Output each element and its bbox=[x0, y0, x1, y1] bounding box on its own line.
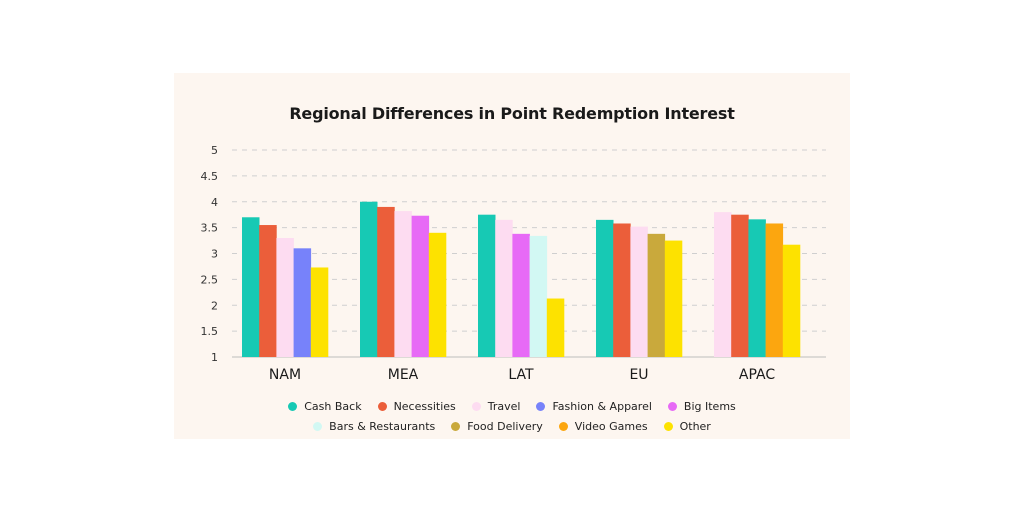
legend-label: Other bbox=[679, 419, 711, 433]
legend-label: Food Delivery bbox=[467, 419, 543, 433]
x-category-label: APAC bbox=[739, 367, 775, 383]
legend-item: Cash Back bbox=[288, 399, 362, 413]
y-tick-label: 1.5 bbox=[201, 325, 219, 338]
legend-label: Big Items bbox=[683, 399, 736, 413]
legend-label: Video Games bbox=[574, 419, 648, 433]
legend-swatch bbox=[377, 401, 387, 411]
bar-nam-travel bbox=[276, 237, 294, 357]
legend-item: Bars & Restaurants bbox=[313, 420, 435, 433]
bar-lat-big-items bbox=[512, 233, 530, 357]
y-tick-label: 2 bbox=[211, 299, 218, 312]
legend-row: Cash Back Necessities Travel Fashion & Appa… bbox=[174, 396, 850, 416]
legend-item: Food Delivery bbox=[451, 420, 543, 433]
legend-swatch bbox=[471, 401, 481, 411]
legend-swatch bbox=[558, 421, 568, 431]
legend-swatch bbox=[451, 421, 461, 431]
bar-nam-other bbox=[310, 267, 329, 357]
bar-mea-big-items bbox=[411, 215, 430, 357]
bar-nam-fashion-apparel bbox=[293, 248, 312, 357]
legend-label: Travel bbox=[487, 399, 521, 413]
bar-apac-cash-back bbox=[748, 219, 766, 357]
chart-legend: Cash Back Necessities Travel Fashion & Appa… bbox=[174, 396, 850, 436]
legend-item: Video Games bbox=[558, 419, 648, 433]
bar-apac-necessities bbox=[731, 214, 749, 357]
bar-eu-food-delivery bbox=[647, 233, 666, 357]
legend-row: Bars & Restaurants Food Delivery Video Gam… bbox=[174, 416, 850, 436]
y-tick-label: 1 bbox=[211, 351, 218, 364]
y-tick-label: 3 bbox=[211, 248, 218, 261]
bar-eu-necessities bbox=[613, 223, 631, 357]
bar-mea-other bbox=[428, 232, 447, 357]
x-category-label: EU bbox=[629, 367, 648, 383]
x-category-label: MEA bbox=[388, 367, 419, 383]
legend-swatch bbox=[667, 401, 677, 411]
bar-apac-travel bbox=[714, 212, 732, 357]
y-tick-label: 4.5 bbox=[201, 170, 219, 183]
bar-nam-necessities bbox=[259, 225, 277, 357]
legend-item: Travel bbox=[471, 399, 521, 413]
legend-item: Necessities bbox=[377, 399, 456, 413]
legend-item: Fashion & Apparel bbox=[536, 399, 652, 413]
bar-eu-cash-back bbox=[596, 219, 614, 357]
legend-label: Bars & Restaurants bbox=[329, 419, 436, 433]
x-category-label: LAT bbox=[508, 367, 534, 383]
y-tick-label: 2.5 bbox=[201, 273, 219, 286]
bar-apac-video-games bbox=[765, 223, 784, 357]
bar-lat-travel bbox=[495, 219, 513, 357]
bar-mea-cash-back bbox=[360, 201, 378, 357]
bar-lat-cash-back bbox=[478, 214, 496, 357]
legend-swatch bbox=[663, 421, 673, 431]
legend-item: Other bbox=[663, 419, 711, 433]
bar-eu-travel bbox=[630, 226, 648, 357]
legend-label: Fashion & Apparel bbox=[552, 399, 652, 413]
y-tick-label: 4 bbox=[211, 196, 218, 209]
bar-nam-cash-back bbox=[242, 217, 260, 357]
legend-item: Big Items bbox=[667, 399, 736, 413]
legend-label: Cash Back bbox=[304, 399, 362, 413]
legend-swatch bbox=[536, 401, 546, 411]
bar-eu-other bbox=[664, 240, 683, 357]
bar-apac-other bbox=[782, 244, 801, 357]
legend-label: Necessities bbox=[393, 399, 456, 413]
bar-mea-travel bbox=[394, 211, 412, 357]
x-category-label: NAM bbox=[269, 367, 301, 383]
bar-lat-bars-restaurants bbox=[529, 235, 548, 357]
bar-mea-necessities bbox=[377, 206, 395, 357]
y-tick-label: 3.5 bbox=[201, 222, 219, 235]
y-tick-label: 5 bbox=[211, 144, 218, 157]
legend-swatch bbox=[288, 401, 298, 411]
legend-swatch bbox=[313, 421, 323, 431]
chart-title: Regional Differences in Point Redemption… bbox=[289, 104, 735, 123]
bar-lat-other bbox=[546, 298, 565, 357]
